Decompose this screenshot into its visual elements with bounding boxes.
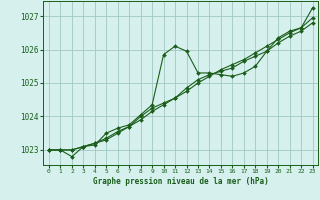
X-axis label: Graphe pression niveau de la mer (hPa): Graphe pression niveau de la mer (hPa) [93, 177, 269, 186]
